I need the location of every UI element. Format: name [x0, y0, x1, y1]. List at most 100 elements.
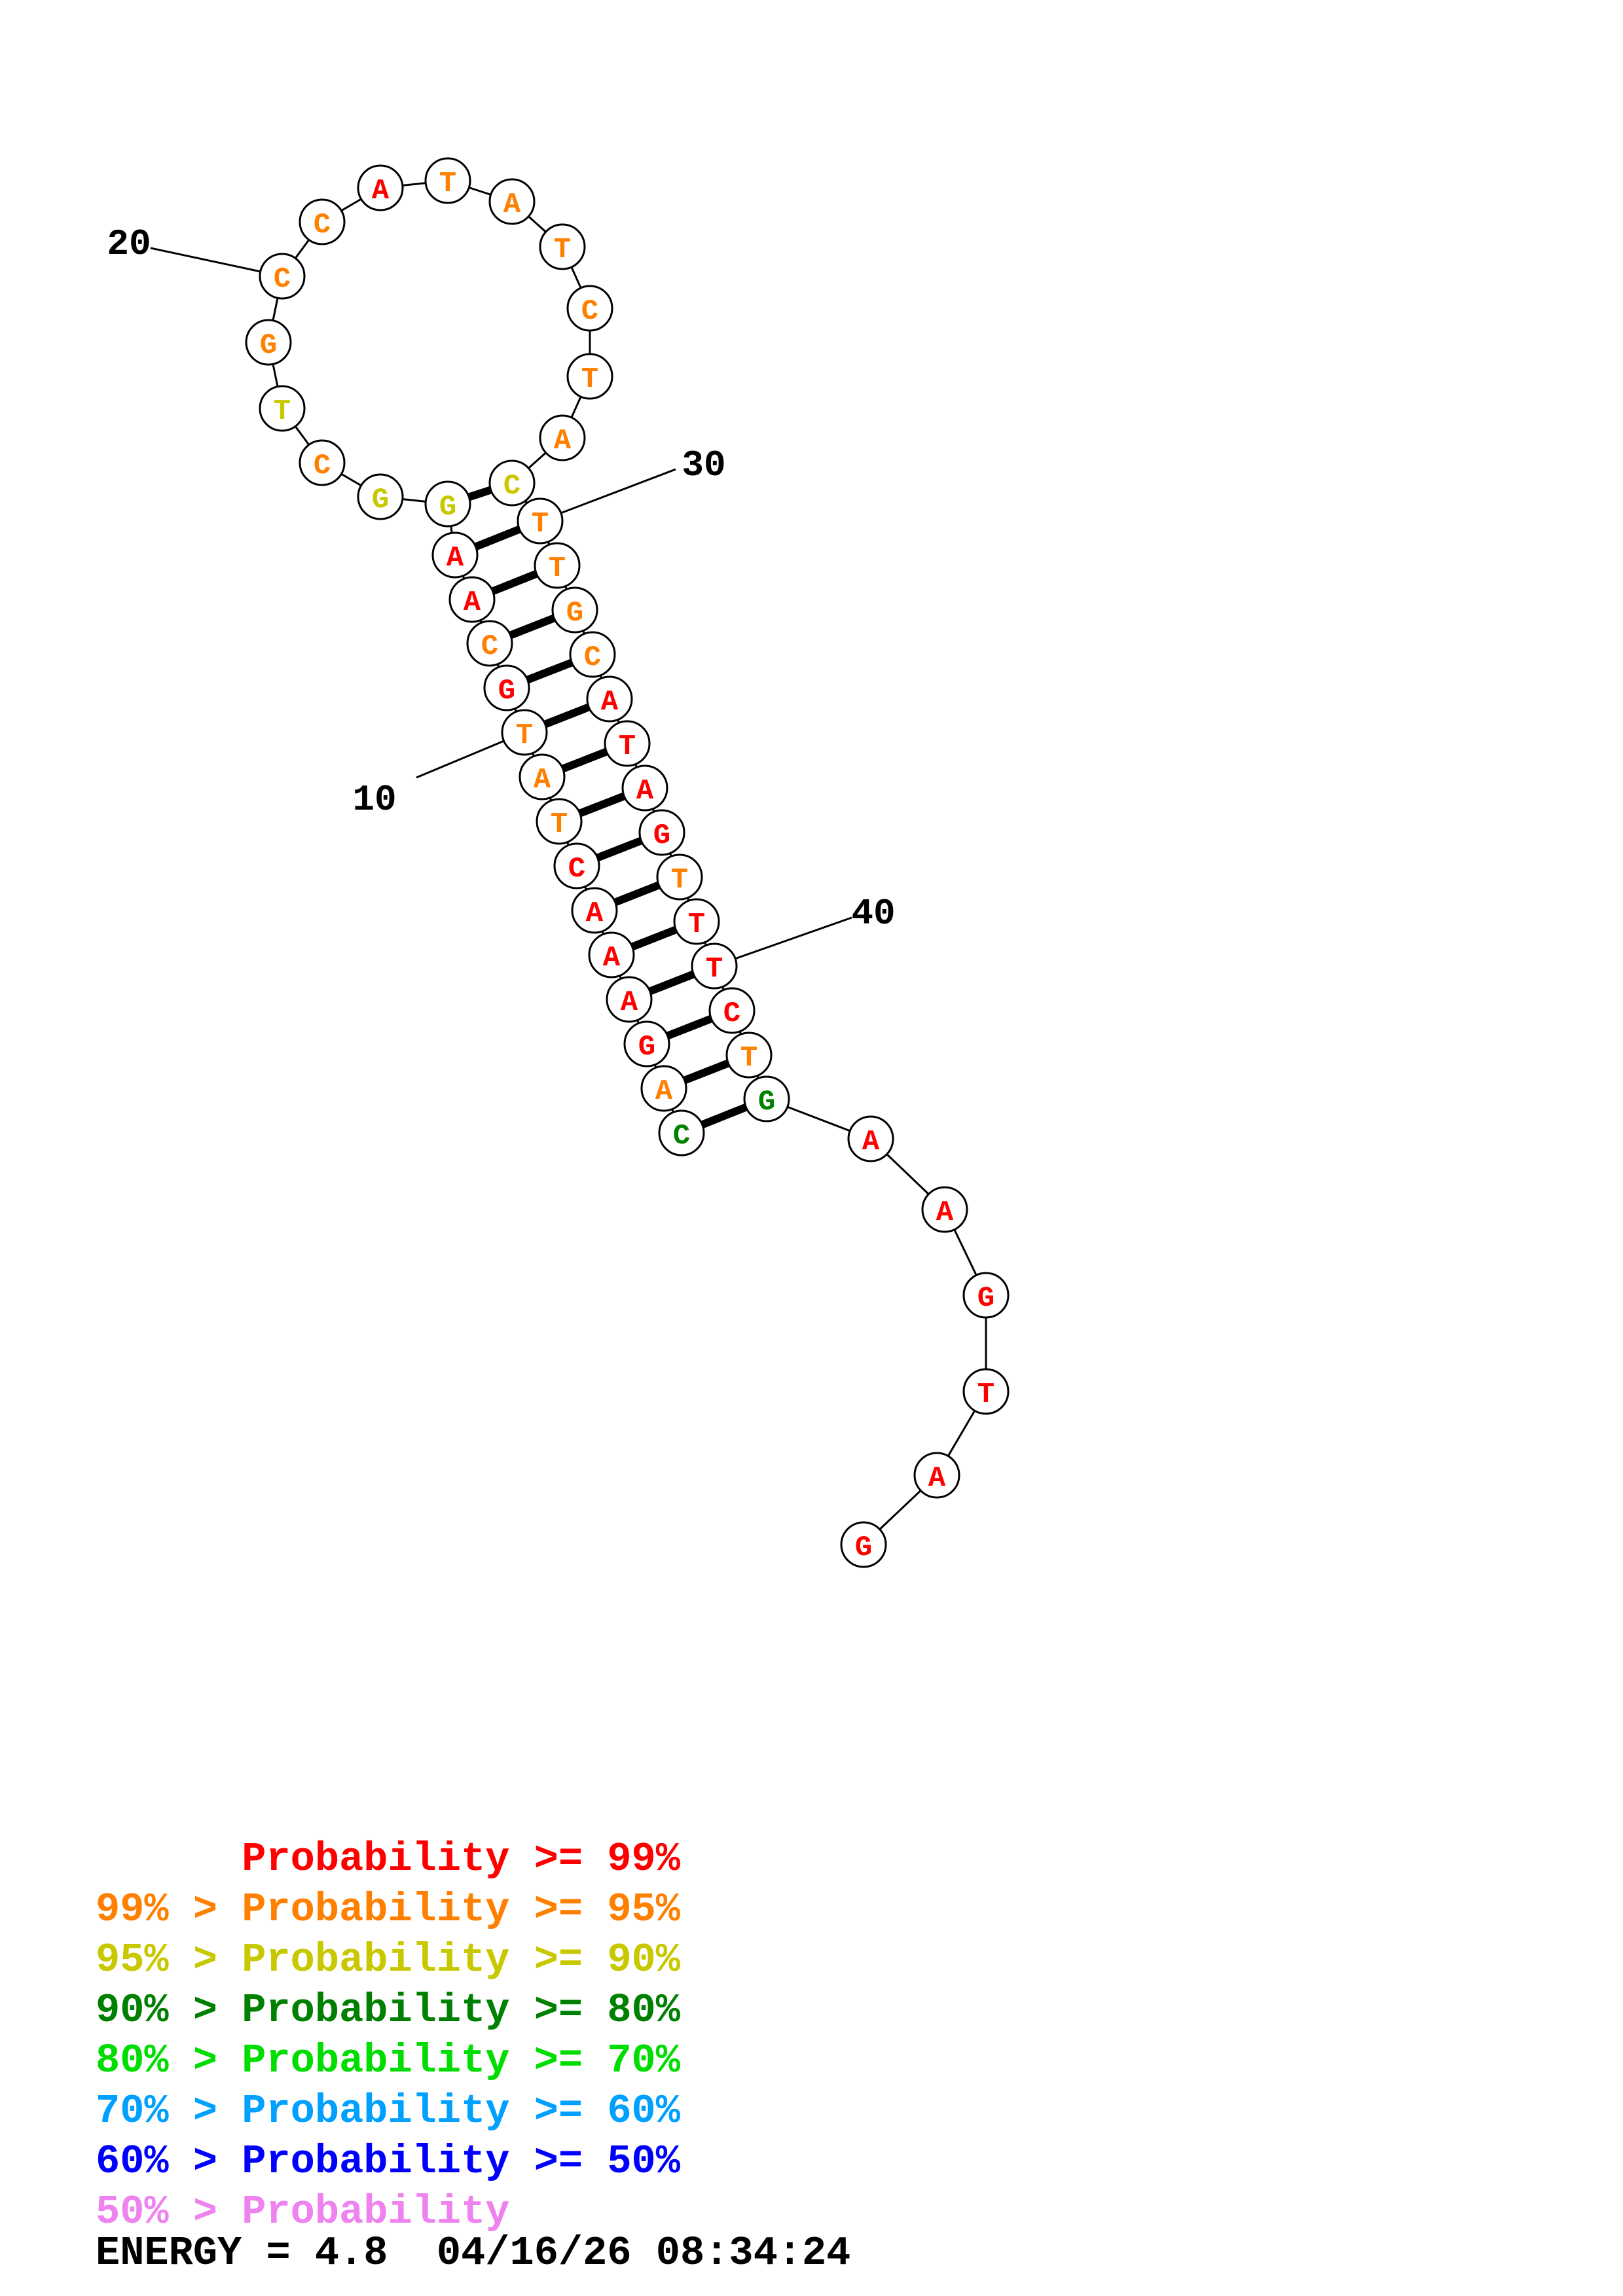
nucleotide-base: C — [503, 470, 520, 503]
nucleotide-base: T — [671, 864, 688, 897]
nucleotide-circle — [640, 1065, 687, 1112]
nucleotide-circle — [840, 1521, 887, 1568]
nucleotide-circle — [588, 931, 635, 978]
nucleotide-circle — [357, 164, 404, 211]
nucleotide-base: T — [439, 168, 456, 200]
nucleotide-base: A — [464, 586, 481, 619]
nucleotide-base: A — [534, 764, 551, 797]
nucleotide-circle — [566, 353, 613, 400]
legend-item: Probability >= 99% — [96, 1836, 680, 1882]
nucleotide-base: C — [581, 295, 598, 328]
nucleotide-circle — [536, 798, 583, 845]
position-label: 40 — [851, 893, 895, 935]
nucleotide-circle — [466, 620, 513, 667]
nucleotide-circle — [606, 976, 653, 1023]
position-label: 30 — [682, 444, 725, 486]
nucleotide-base: G — [638, 1031, 655, 1064]
nucleotide-base: T — [549, 552, 566, 585]
nucleotide-circle — [921, 1186, 968, 1233]
legend-item: 90% > Probability >= 80% — [96, 1987, 680, 2034]
legend-item: 50% > Probability — [96, 2189, 510, 2235]
nucleotide-circle — [534, 542, 581, 589]
nucleotide-circle — [519, 753, 566, 800]
nucleotide-circle — [424, 480, 471, 528]
nucleotide-base: C — [481, 630, 498, 663]
energy-footer: ENERGY = 4.8 04/16/26 08:34:24 — [96, 2230, 851, 2276]
nucleotide-base: A — [862, 1126, 880, 1158]
nucleotide-base: A — [503, 188, 521, 221]
nucleotide-base: T — [581, 363, 598, 396]
nucleotide-base: A — [601, 686, 619, 719]
nucleotide-circle — [539, 223, 586, 270]
nucleotide-base: T — [551, 808, 568, 841]
nucleotide-base: C — [568, 853, 585, 886]
nucleotide-base: G — [758, 1086, 775, 1119]
nucleotide-base: T — [740, 1042, 757, 1075]
nucleotide-circle — [553, 842, 600, 889]
nucleotide-circle — [656, 853, 703, 901]
nucleotide-circle — [847, 1115, 894, 1162]
nucleotide-base: C — [673, 1120, 690, 1153]
nucleotide-circle — [259, 253, 306, 300]
nucleotide-circle — [586, 675, 633, 723]
nucleotide-base: A — [603, 942, 621, 975]
legend-item: 80% > Probability >= 70% — [96, 2037, 680, 2084]
position-label: 10 — [352, 779, 396, 821]
nucleotide-base: T — [688, 908, 705, 941]
nucleotide-circle — [448, 576, 496, 623]
nucleotide-circle — [517, 497, 564, 545]
nucleotide-circle — [539, 414, 586, 461]
nucleotide-circle — [431, 531, 479, 579]
nucleotide-circle — [357, 473, 404, 520]
nucleotide-circle — [259, 385, 306, 432]
nucleotide-base: A — [586, 897, 604, 930]
nucleotide-base: G — [977, 1282, 994, 1315]
nucleotide-base: A — [554, 425, 572, 457]
nucleotide-base: A — [372, 175, 390, 207]
nucleotide-circle — [621, 764, 668, 812]
nucleotide-circle — [962, 1368, 1010, 1415]
label-leader-line — [714, 916, 852, 967]
nucleotide-base: A — [936, 1196, 954, 1229]
nucleotide-circle — [488, 459, 536, 507]
label-leader-line — [539, 468, 676, 522]
nucleotide-base: G — [855, 1532, 872, 1564]
nucleotide-base: T — [274, 395, 291, 428]
nucleotide-base: G — [372, 484, 389, 516]
nucleotide-circle — [638, 809, 685, 856]
nucleotide-circle — [569, 631, 616, 678]
nucleotide-base: C — [584, 641, 601, 674]
nucleotide-circle — [488, 178, 536, 225]
nucleotide-base: A — [621, 986, 638, 1019]
nucleotide-circle — [658, 1109, 705, 1157]
nucleotide-base: A — [447, 542, 464, 575]
nucleotide-circle — [913, 1452, 960, 1499]
nucleotide-circle — [673, 898, 720, 945]
nucleotide-base: T — [554, 234, 571, 266]
nucleotide-circle — [708, 987, 756, 1034]
nucleotide-base: T — [706, 953, 723, 986]
nucleotide-base: C — [274, 263, 291, 296]
nucleotide-base: G — [439, 491, 456, 524]
legend-item: 95% > Probability >= 90% — [96, 1937, 680, 1983]
nucleotide-base: T — [619, 730, 636, 763]
legend-item: 99% > Probability >= 95% — [96, 1886, 680, 1933]
nucleotide-circle — [725, 1031, 773, 1079]
nucleotide-circle — [551, 586, 598, 634]
legend-item: 70% > Probability >= 60% — [96, 2088, 680, 2134]
legend-item: 60% > Probability >= 50% — [96, 2138, 680, 2185]
nucleotide-base: A — [636, 775, 654, 808]
nucleotide-base: C — [314, 450, 331, 482]
nucleotide-base: G — [498, 675, 515, 708]
position-label: 20 — [107, 223, 151, 265]
nucleotide-circle — [962, 1272, 1010, 1319]
nucleotide-circle — [571, 887, 618, 934]
nucleotide-base: C — [723, 997, 740, 1030]
nucleotide-base: T — [977, 1378, 994, 1411]
nucleotide-base: C — [314, 209, 331, 242]
nucleotide-circle — [299, 439, 346, 486]
nucleotide-circle — [604, 720, 651, 767]
nucleotide-circle — [623, 1020, 670, 1067]
nucleotide-circle — [424, 157, 471, 204]
